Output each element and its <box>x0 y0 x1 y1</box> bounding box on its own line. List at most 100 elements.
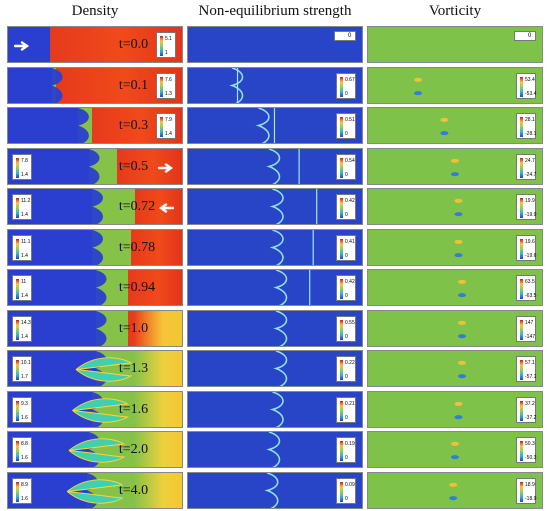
compressed-region <box>134 391 182 427</box>
colorbar-max-label: 0 <box>528 33 532 39</box>
bubble-shape <box>68 432 126 467</box>
non-equilibrium-panel: 0.21 0 <box>187 390 363 428</box>
colorbar-min-label: -28.1 <box>525 131 537 137</box>
density-colorbar-legend: 11.2 1.4 <box>12 194 32 220</box>
colorbar-max-label: 0.19 <box>345 441 355 447</box>
neq-colorbar-legend: 0.51 0 <box>336 113 356 139</box>
vorticity-field <box>450 441 459 460</box>
colorbar-max-label: 10.1 <box>21 360 31 366</box>
negative-vortex <box>414 90 422 95</box>
vorticity-column-title: Vorticity <box>428 3 482 19</box>
colorbar-min-label: -63.5 <box>525 293 537 299</box>
non-equilibrium-field <box>269 189 318 224</box>
vort-colorbar-legend: 24.7 -24.7 <box>516 153 537 180</box>
vorticity-field <box>454 198 463 217</box>
colorbar-gradient <box>160 36 163 56</box>
interface-curve <box>92 351 107 386</box>
vort-colorbar-legend: 19.6 -19.6 <box>516 234 536 261</box>
colorbar-max-label: 57.1 <box>525 360 535 366</box>
vorticity-panel: 19.6 -19.6 <box>367 228 543 266</box>
compressed-region <box>134 310 182 346</box>
bubble-shape <box>74 108 89 143</box>
colorbar-gradient <box>16 279 19 299</box>
vorticity-panel: 0 <box>367 26 543 63</box>
interface-outline <box>269 229 284 265</box>
vort-colorbar-legend: 19.9 -19.9 <box>516 194 536 220</box>
density-column-title: Density <box>71 3 119 19</box>
vort-colorbar-legend: 18.9 -18.9 <box>516 477 536 504</box>
colorbar-min-label: -37.2 <box>525 414 537 421</box>
density-colorbar-legend: 8.8 1.6 <box>12 437 32 463</box>
time-label: t=1.6 <box>118 401 149 417</box>
vorticity-panel: 63.5 -63.5 <box>367 269 543 306</box>
vorticity-panel: 18.9 -18.9 <box>367 471 543 509</box>
vorticity-field <box>414 77 422 95</box>
vortex-roll-up <box>72 397 130 411</box>
vort-colorbar-legend: 0 <box>514 31 536 41</box>
colorbar-max-label: 50.3 <box>525 441 535 447</box>
neq-colorbar-legend: 0.42 0 <box>336 275 356 301</box>
colorbar-max-label: 147 <box>525 319 534 326</box>
positive-vortex <box>458 320 466 325</box>
compressed-region <box>134 472 182 508</box>
colorbar-gradient <box>16 198 19 218</box>
colorbar-min-label: -24.7 <box>525 171 537 178</box>
negative-vortex <box>458 374 466 379</box>
time-label: t=2.0 <box>118 442 149 457</box>
vorticity-field <box>458 320 466 338</box>
bubble-shape <box>92 270 107 305</box>
colorbar-gradient <box>340 319 343 340</box>
vorticity-field <box>450 158 459 176</box>
positive-vortex <box>450 158 459 163</box>
neq-colorbar-legend: 0.54 0 <box>336 153 356 180</box>
non-equilibrium-panel: 0.67 0 <box>187 66 363 104</box>
colorbar-max-label: 0.54 <box>345 157 355 164</box>
vorticity-panel: 28.1 -28.1 <box>367 107 543 144</box>
colorbar-gradient <box>340 198 343 218</box>
non-equilibrium-field <box>255 108 276 143</box>
vortex-roll-up <box>68 438 126 451</box>
non-equilibrium-panel: 0.09 0 <box>187 471 363 509</box>
colorbar-max-label: 37.2 <box>525 400 535 407</box>
time-label: t=0.1 <box>118 77 149 93</box>
colorbar-gradient <box>520 238 523 259</box>
non-equilibrium-panel: 0.42 0 <box>187 188 363 225</box>
interface-curve <box>83 472 98 508</box>
bubble-shape <box>48 67 63 103</box>
positive-vortex <box>450 441 459 446</box>
density-colorbar-legend: 11.1 1.4 <box>12 234 32 261</box>
colorbar-gradient <box>340 441 343 461</box>
shocked-gas-region <box>131 229 182 265</box>
colorbar-min-label: 0 <box>345 131 348 137</box>
positive-vortex <box>440 117 449 122</box>
vorticity-panel: 50.3 -50.3 <box>367 431 543 468</box>
colorbar-max-label: 0.21 <box>345 400 355 407</box>
non-equilibrium-column-title: Non-equilibrium strength <box>198 3 352 19</box>
vortex-roll-up <box>72 409 130 423</box>
compressed-region <box>134 351 182 386</box>
vort-colorbar-legend: 53.4 -53.4 <box>516 72 536 99</box>
interface-curve <box>88 229 103 265</box>
bubble-shape <box>92 310 107 346</box>
interface-curve <box>84 432 100 467</box>
bubble-shape <box>66 472 124 508</box>
colorbar-gradient <box>340 360 343 380</box>
vortex-roll-up <box>66 490 124 504</box>
colorbar-max-label: 0.67 <box>345 76 355 83</box>
colorbar-max-label: 0.42 <box>345 279 355 285</box>
colorbar-max-label: 24.7 <box>525 157 535 164</box>
colorbar-gradient <box>520 400 523 421</box>
colorbar-max-label: 19.9 <box>525 198 535 204</box>
density-panel: t=0.1 7.6 1.3 <box>7 66 183 104</box>
density-panel: t=1.3 10.1 1.7 <box>7 350 183 387</box>
colorbar-min-label: 0 <box>345 455 348 461</box>
interface-curve <box>48 67 63 103</box>
time-label: t=1.0 <box>118 320 149 336</box>
bubble-shape <box>72 391 130 427</box>
negative-vortex <box>449 495 458 500</box>
non-equilibrium-field <box>273 270 311 305</box>
colorbar-gradient <box>340 279 343 299</box>
positive-vortex <box>414 77 422 82</box>
negative-vortex <box>454 252 463 257</box>
non-equilibrium-panel: 0.51 0 <box>187 107 363 144</box>
